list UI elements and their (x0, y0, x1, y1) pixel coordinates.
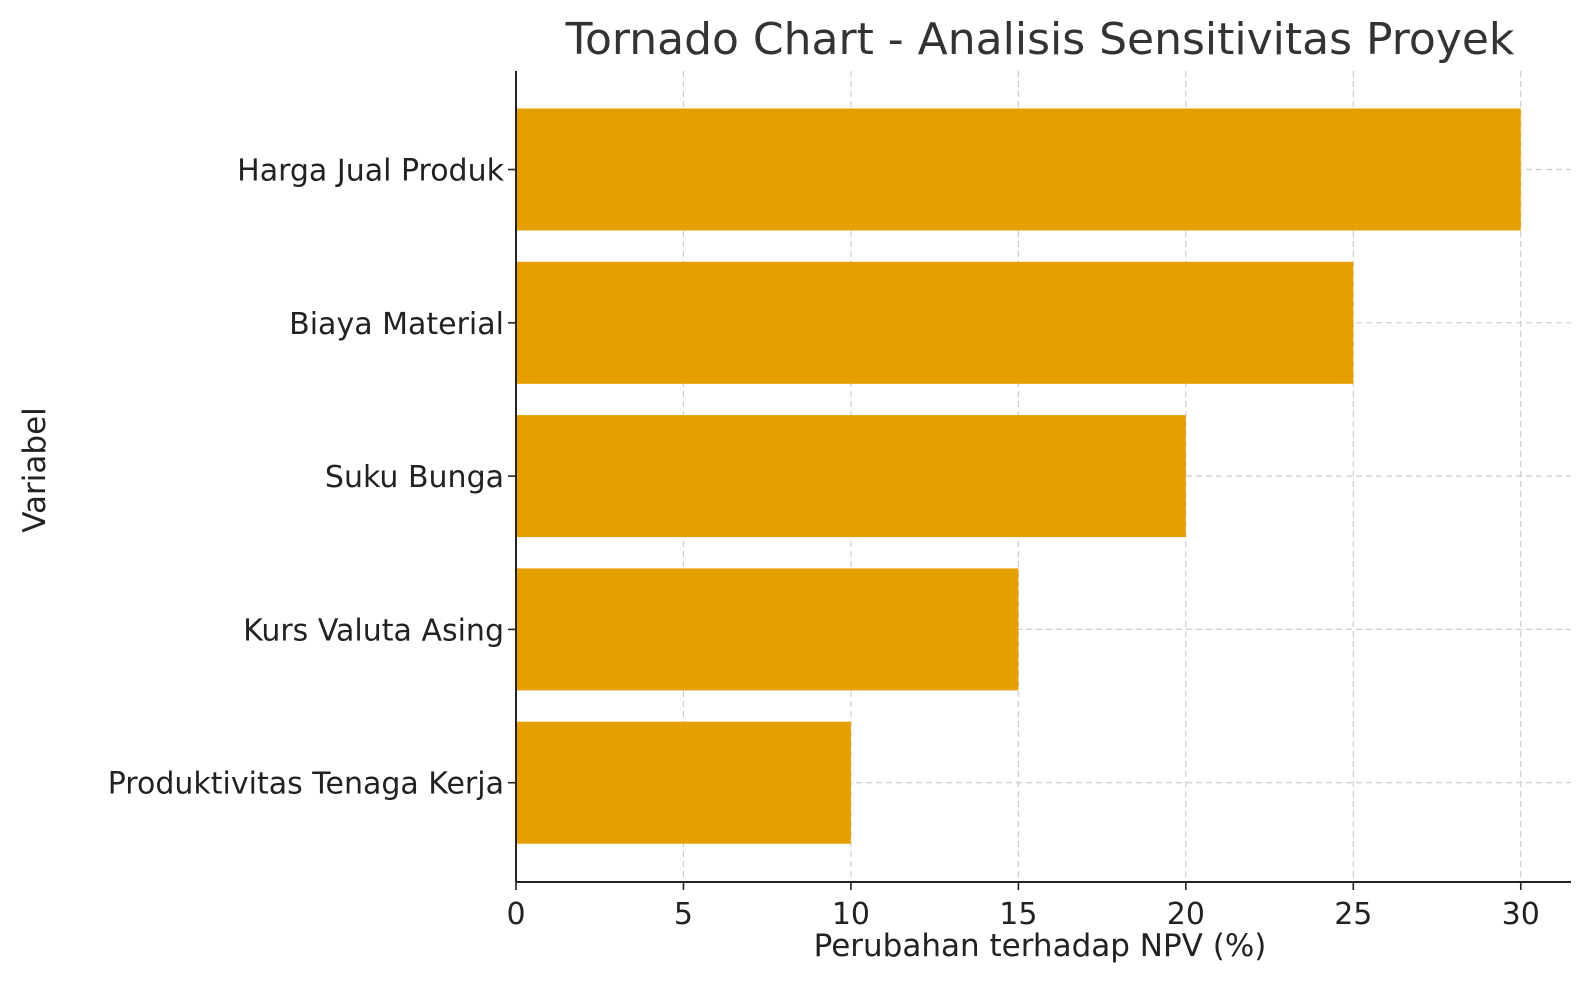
bar (516, 108, 1521, 231)
x-tick-label: 30 (1502, 897, 1540, 932)
x-tick-label: 10 (832, 897, 870, 932)
bar-layer (516, 108, 1521, 844)
chart-title: Tornado Chart - Analisis Sensitivitas Pr… (565, 14, 1515, 65)
tick-layer: 0 5 10 15 20 25 30 Harga Jual Produk Biaya Mater… (108, 154, 1540, 933)
x-tick-label: 5 (674, 897, 693, 932)
y-tick-label: Produktivitas Tenaga Kerja (108, 767, 504, 802)
y-axis-title: Variabel (17, 407, 53, 533)
y-tick-label: Biaya Material (289, 307, 504, 342)
bar (516, 261, 1354, 384)
bar (516, 568, 1019, 691)
x-axis-title: Perubahan terhadap NPV (%) (814, 928, 1267, 964)
x-tick-label: 0 (506, 897, 525, 932)
x-tick-label: 25 (1334, 897, 1372, 932)
x-tick-label: 20 (1167, 897, 1205, 932)
x-tick-label: 15 (999, 897, 1037, 932)
y-tick-label: Kurs Valuta Asing (243, 613, 504, 648)
y-tick-label: Harga Jual Produk (237, 154, 504, 189)
y-tick-label: Suku Bunga (325, 460, 504, 495)
bar (516, 721, 851, 844)
bar (516, 415, 1186, 538)
